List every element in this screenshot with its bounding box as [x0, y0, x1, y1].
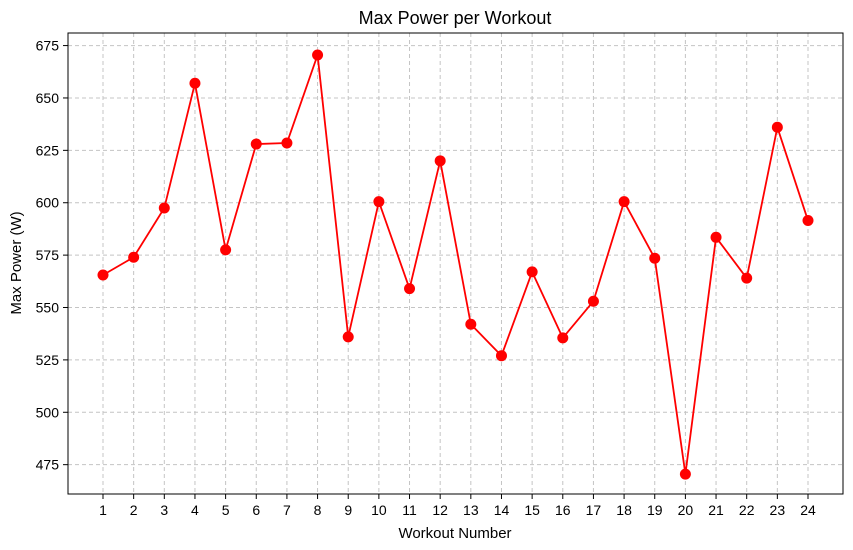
y-tick-label: 525: [36, 352, 60, 368]
data-point: [128, 251, 140, 263]
data-point: [771, 121, 783, 133]
y-tick-label: 675: [36, 38, 60, 54]
grid-lines: [68, 33, 843, 494]
data-point: [710, 231, 722, 243]
data-series: [97, 49, 814, 480]
data-point: [281, 137, 293, 149]
x-tick-label: 11: [402, 502, 417, 518]
x-tick-label: 14: [494, 502, 510, 518]
x-tick-label: 12: [432, 502, 448, 518]
x-tick-label: 5: [222, 502, 230, 518]
x-tick-label: 9: [344, 502, 352, 518]
data-point: [587, 295, 599, 307]
x-axis-label: Workout Number: [398, 525, 511, 542]
x-tick-label: 10: [371, 502, 387, 518]
x-tick-label: 2: [130, 502, 138, 518]
data-point: [526, 266, 538, 278]
y-axis-label: Max Power (W): [8, 211, 25, 314]
x-tick-label: 13: [463, 502, 479, 518]
x-tick-label: 15: [524, 502, 540, 518]
x-tick-label: 19: [647, 502, 663, 518]
data-point: [220, 244, 232, 256]
x-tick-label: 17: [586, 502, 602, 518]
y-tick-label: 650: [36, 90, 60, 106]
data-point: [465, 318, 477, 330]
y-tick-label: 600: [36, 195, 60, 211]
data-point: [679, 468, 691, 480]
x-tick-label: 18: [616, 502, 632, 518]
data-point: [434, 155, 446, 167]
x-tick-label: 8: [314, 502, 322, 518]
y-tick-label: 500: [36, 404, 60, 420]
data-point: [342, 331, 354, 343]
x-tick-label: 20: [678, 502, 694, 518]
x-tick-label: 6: [252, 502, 260, 518]
y-tick-label: 475: [36, 457, 60, 473]
data-point: [158, 202, 170, 214]
data-point: [802, 215, 814, 227]
data-point: [189, 77, 201, 89]
x-axis-ticks: 1 2 3 4 5 6 7 8 9 10 11 12 13 14 15 16 17 18 19 20 21 22 23 24: [99, 494, 816, 518]
x-tick-label: 7: [283, 502, 291, 518]
data-point: [741, 272, 753, 284]
y-tick-label: 575: [36, 247, 60, 263]
data-point: [373, 196, 385, 208]
y-tick-label: 550: [36, 300, 60, 316]
data-point: [618, 196, 630, 208]
chart-title: Max Power per Workout: [359, 8, 552, 28]
data-point: [97, 269, 109, 281]
x-tick-label: 4: [191, 502, 199, 518]
x-tick-label: 16: [555, 502, 571, 518]
x-tick-label: 1: [99, 502, 107, 518]
x-tick-label: 24: [800, 502, 816, 518]
data-point: [404, 283, 416, 295]
x-tick-label: 21: [708, 502, 724, 518]
y-tick-label: 625: [36, 142, 60, 158]
plot-frame: [67, 32, 844, 495]
y-axis-ticks: 475 500 525 550 575 600 625 650 675: [36, 38, 68, 473]
series-line: [102, 54, 809, 475]
x-tick-label: 3: [160, 502, 168, 518]
data-point: [495, 350, 507, 362]
data-point: [557, 332, 569, 344]
data-point: [649, 252, 661, 264]
data-point: [250, 138, 262, 150]
x-tick-label: 22: [739, 502, 755, 518]
x-tick-label: 23: [770, 502, 786, 518]
data-point: [312, 49, 324, 61]
